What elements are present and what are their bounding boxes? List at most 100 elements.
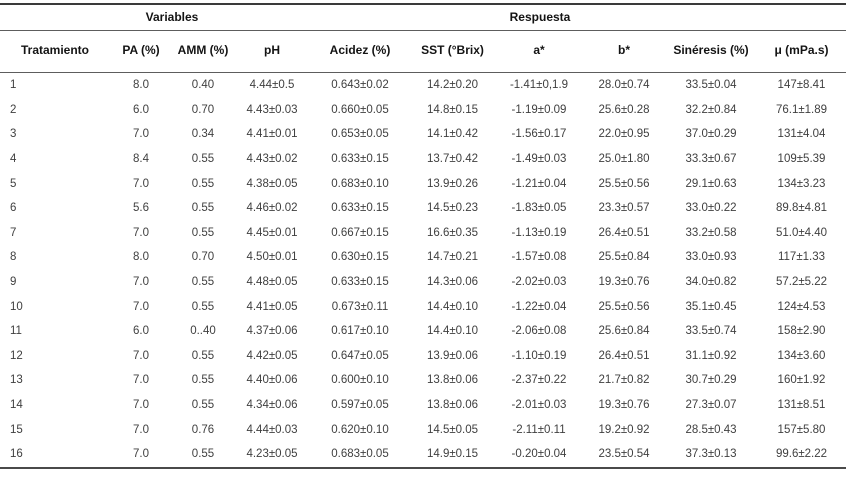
table-cell: 0.34 [191, 128, 215, 141]
table-cell: 0.55 [191, 300, 215, 313]
table-cell: 13.9±0.06 [426, 349, 479, 362]
table-cell: -0.20±0.04 [511, 448, 567, 461]
table-cell: 7.0 [133, 300, 149, 313]
table-cell: 23.3±0.57 [598, 202, 650, 215]
table-cell: 6 [10, 202, 17, 215]
table-head: Variables Respuesta Tratamiento PA (%) A… [0, 4, 846, 73]
table-cell: 15 [10, 423, 23, 436]
table-cell: 14.3±0.06 [426, 276, 479, 289]
table-cell: 0.660±0.05 [331, 103, 389, 116]
table-cell: 0.643±0.02 [331, 79, 389, 92]
table-cell: 4.23±0.05 [246, 448, 298, 461]
table-cell: 7.0 [133, 276, 149, 289]
table-cell: 33.2±0.58 [685, 226, 737, 239]
table-row: 14 7.0 0.55 4.34±0.06 0.597±0.05 13.8±0.06 -2.… [0, 393, 846, 418]
table-cell: 0.633±0.15 [331, 153, 389, 166]
table-cell: 0.633±0.15 [331, 202, 389, 215]
table-cell: 89.8±4.81 [775, 202, 828, 215]
table-cell: 7.0 [133, 177, 149, 190]
table-cell: -1.56±0.17 [511, 128, 567, 141]
table-cell: 28.5±0.43 [685, 423, 737, 436]
table-row: 3 7.0 0.34 4.41±0.01 0.653±0.05 14.1±0.42 -1.5… [0, 122, 846, 147]
table-cell: 4.50±0.01 [246, 251, 298, 264]
table-row: 12 7.0 0.55 4.42±0.05 0.647±0.05 13.9±0.06 -1.… [0, 344, 846, 369]
table-cell: 0.76 [191, 423, 215, 436]
table-cell: 0.617±0.10 [331, 325, 389, 338]
table-cell: 99.6±2.22 [775, 448, 828, 461]
table-cell: 4 [10, 153, 17, 166]
table-cell: 0.40 [191, 79, 215, 92]
table-row: 15 7.0 0.76 4.44±0.03 0.620±0.10 14.5±0.05 -2.… [0, 417, 846, 442]
table-cell: 134±3.60 [777, 349, 826, 362]
table-cell: 8.0 [133, 79, 149, 92]
table-cell: 28.0±0.74 [598, 79, 650, 92]
table-row: 6 5.6 0.55 4.46±0.02 0.633±0.15 14.5±0.23 -1.8… [0, 196, 846, 221]
table-cell: 29.1±0.63 [685, 177, 737, 190]
table-cell: 124±4.53 [777, 300, 826, 313]
table-cell: 7.0 [133, 423, 149, 436]
table-cell: 25.5±0.84 [598, 251, 650, 264]
table-cell: -1.19±0.09 [511, 103, 567, 116]
group-header-row: Variables Respuesta [0, 4, 846, 31]
column-header-mu: μ (mPa.s) [757, 30, 846, 73]
table-cell: 0.667±0.15 [331, 226, 389, 239]
table-cell: 0.55 [191, 399, 215, 412]
table-cell: 5 [10, 177, 17, 190]
table-cell: 14.5±0.05 [426, 423, 479, 436]
table-cell: 27.3±0.07 [685, 399, 737, 412]
table-cell: 4.40±0.06 [246, 374, 298, 387]
table-cell: 0.620±0.10 [331, 423, 389, 436]
table-cell: 37.0±0.29 [685, 128, 737, 141]
table-cell: 33.0±0.22 [685, 202, 737, 215]
table-cell: 109±5.39 [777, 153, 826, 166]
table-cell: 21.7±0.82 [598, 374, 650, 387]
table-cell: 4.46±0.02 [246, 202, 298, 215]
table-cell: 16 [10, 448, 23, 461]
table-cell: 4.48±0.05 [246, 276, 298, 289]
table-cell: 158±2.90 [777, 325, 826, 338]
table-cell: 51.0±4.40 [775, 226, 828, 239]
table-cell: 0.55 [191, 349, 215, 362]
table-cell: 6.0 [133, 325, 149, 338]
table-row: 11 6.0 0..40 4.37±0.06 0.617±0.10 14.4±0.10 -2… [0, 319, 846, 344]
table-cell: 14.2±0.20 [426, 79, 479, 92]
table-cell: 14 [10, 399, 23, 412]
table-cell: 4.37±0.06 [246, 325, 298, 338]
table-cell: 7.0 [133, 349, 149, 362]
table-cell: 7.0 [133, 226, 149, 239]
table-cell: 0.600±0.10 [331, 374, 389, 387]
table-cell: 14.4±0.10 [426, 325, 479, 338]
table-cell: 13 [10, 374, 23, 387]
table-cell: 0.55 [191, 153, 215, 166]
column-header-sineresis: Sinéresis (%) [665, 30, 757, 73]
table-cell: 6.0 [133, 103, 149, 116]
table-cell: 76.1±1.89 [775, 103, 828, 116]
column-header-amm: AMM (%) [172, 30, 234, 73]
table-cell: 30.7±0.29 [685, 374, 737, 387]
table-cell: -1.49±0.03 [511, 153, 567, 166]
table-cell: 33.0±0.93 [685, 251, 737, 264]
table-cell: 4.44±0.03 [246, 423, 298, 436]
table-cell: 131±8.51 [777, 399, 826, 412]
table-cell: 31.1±0.92 [685, 349, 737, 362]
table-cell: 13.8±0.06 [426, 399, 479, 412]
table-cell: 0.55 [191, 276, 215, 289]
table-cell: 26.4±0.51 [598, 349, 650, 362]
table-cell: 0.55 [191, 226, 215, 239]
table-cell: 147±8.41 [777, 79, 826, 92]
table-cell: 4.44±0.5 [249, 79, 295, 92]
table-cell: 25.0±1.80 [598, 153, 650, 166]
table-cell: -2.11±0.11 [512, 423, 566, 436]
column-header-b-star: b* [583, 30, 665, 73]
table-cell: 19.3±0.76 [598, 276, 650, 289]
table-cell: 0.55 [191, 448, 215, 461]
table-cell: 0..40 [190, 325, 216, 338]
table-cell: 2 [10, 103, 17, 116]
table-cell: -1.10±0.19 [511, 349, 567, 362]
table-body: 1 8.0 0.40 4.44±0.5 0.643±0.02 14.2±0.20 -1.41… [0, 73, 846, 468]
table-cell: 157±5.80 [777, 423, 826, 436]
table-cell: -1.13±0.19 [511, 226, 567, 239]
table-row: 9 7.0 0.55 4.48±0.05 0.633±0.15 14.3±0.06 -2.0… [0, 270, 846, 295]
table-cell: 11 [10, 325, 22, 338]
